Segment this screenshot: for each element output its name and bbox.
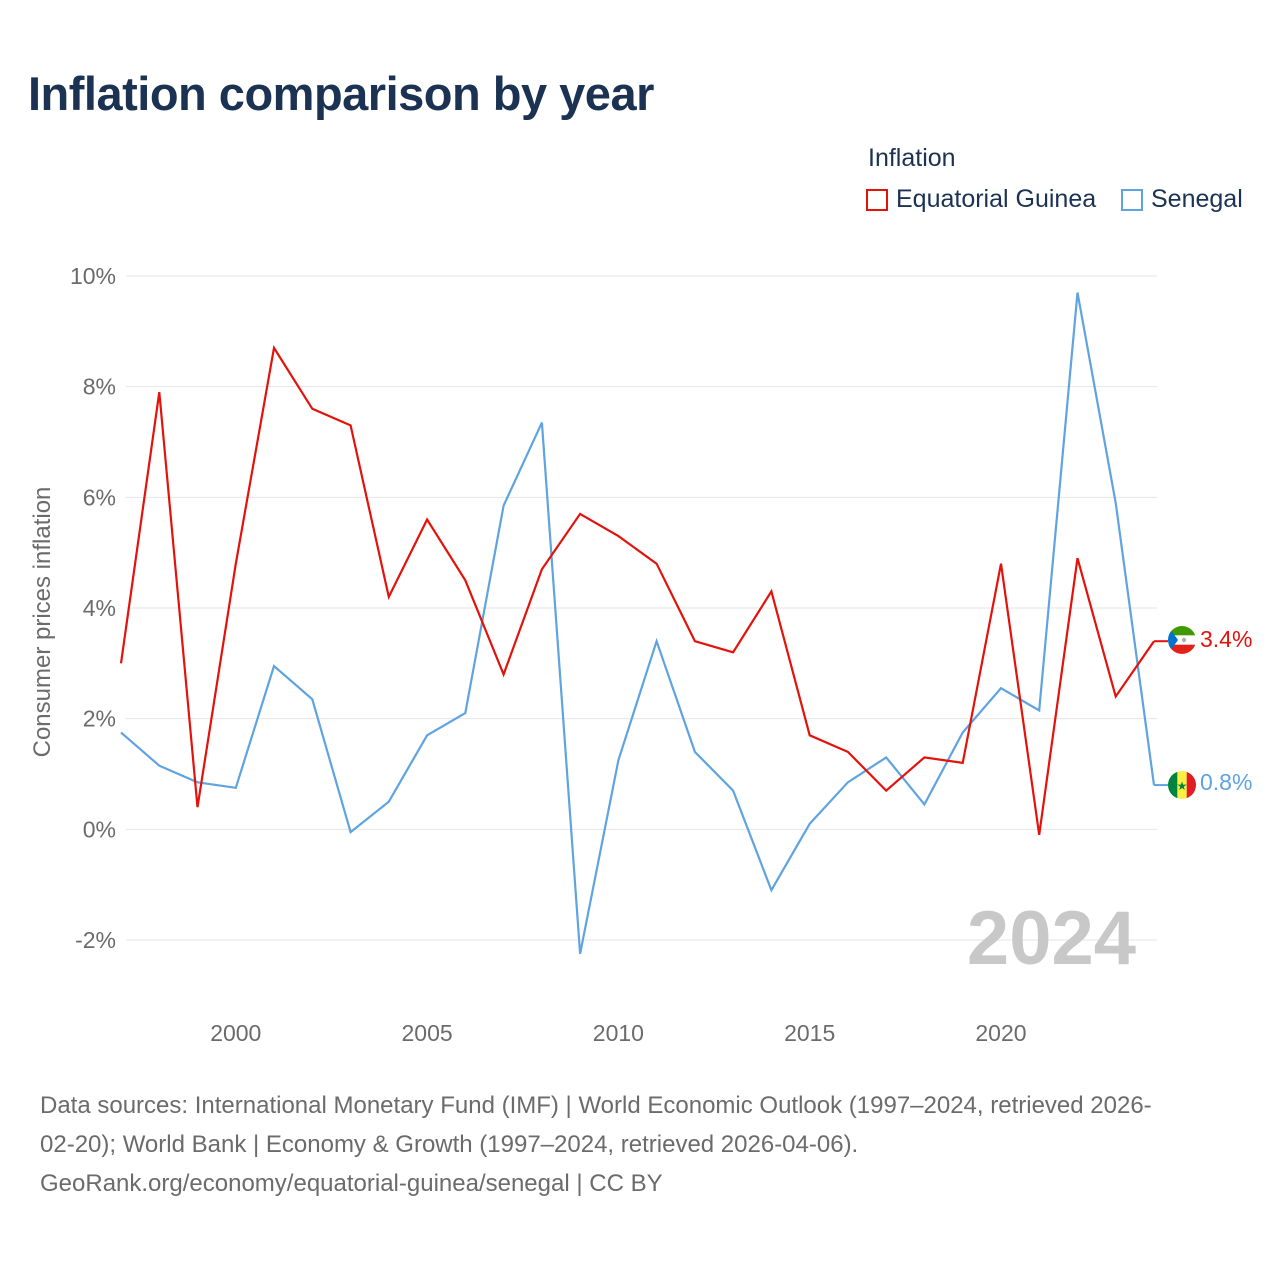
senegal-flag-icon: ★ [1168,771,1196,799]
x-tick-labels: 2000 2005 2010 2015 2020 [210,1020,1026,1046]
grid-lines [126,275,1157,941]
end-label-equatorial-guinea: 3.4% [1200,626,1252,652]
y-tick-label: 4% [83,595,116,621]
x-tick-label: 2015 [784,1020,835,1046]
legend-item-equatorial-guinea[interactable]: Equatorial Guinea [866,185,1096,214]
y-tick-label: 8% [83,374,116,400]
legend-label-senegal: Senegal [1151,185,1243,213]
chart-title: Inflation comparison by year [28,67,654,120]
x-tick-label: 2005 [401,1020,452,1046]
legend-title: Inflation [868,144,956,172]
source-note: Data sources: International Monetary Fun… [40,1086,1250,1203]
y-tick-labels: -2% 0% 2% 4% 6% 8% 10% [70,263,116,953]
y-tick-label: -2% [75,927,116,953]
y-axis-label: Consumer prices inflation [29,487,56,758]
chart-plot: -2% 0% 2% 4% 6% 8% 10% 2000 2005 2010 2015 2020 Co… [29,263,1252,1046]
y-tick-label: 6% [83,484,116,510]
source-line: 02-20); World Bank | Economy & Growth (1… [40,1131,859,1158]
y-tick-label: 10% [70,263,116,289]
x-tick-label: 2010 [593,1020,644,1046]
equatorial-guinea-flag-icon [1168,626,1196,654]
legend-label-equatorial-guinea: Equatorial Guinea [896,185,1097,213]
series-line-senegal [120,292,1156,955]
svg-text:★: ★ [1177,779,1188,793]
y-tick-label: 0% [83,816,116,842]
legend-swatch-senegal [1121,188,1143,211]
x-tick-label: 2000 [210,1020,261,1046]
series-line-equatorial-guinea [119,344,1155,836]
source-line: GeoRank.org/economy/equatorial-guinea/se… [40,1170,663,1197]
legend-item-senegal[interactable]: Senegal [1121,185,1243,214]
legend-swatch-equatorial-guinea [866,188,888,211]
end-label-senegal: 0.8% [1200,769,1252,795]
series-lines [119,292,1168,955]
y-tick-label: 2% [83,706,116,732]
x-tick-label: 2020 [975,1020,1026,1046]
year-watermark: 2024 [967,896,1136,981]
source-line: Data sources: International Monetary Fun… [40,1092,1152,1119]
